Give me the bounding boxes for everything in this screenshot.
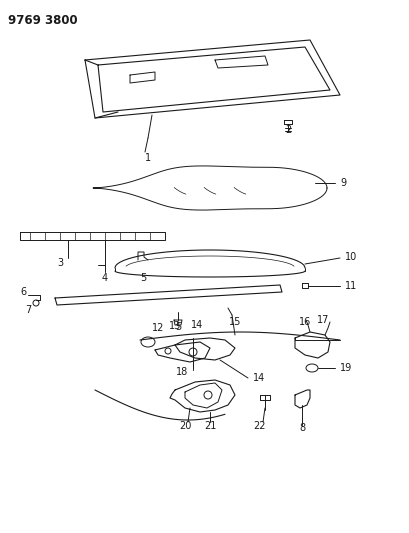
Text: 18: 18 — [175, 367, 188, 377]
Text: 14: 14 — [191, 320, 202, 330]
Text: 7: 7 — [25, 305, 31, 315]
Text: 11: 11 — [344, 281, 356, 291]
Text: 13: 13 — [169, 321, 181, 331]
Text: 10: 10 — [344, 252, 356, 262]
Text: 14: 14 — [252, 373, 265, 383]
Text: 5: 5 — [139, 273, 146, 283]
Text: 4: 4 — [102, 273, 108, 283]
Text: 8: 8 — [298, 423, 304, 433]
Text: 22: 22 — [253, 421, 265, 431]
Text: 20: 20 — [178, 421, 191, 431]
Text: 16: 16 — [298, 317, 310, 327]
Text: 3: 3 — [57, 258, 63, 268]
Text: 19: 19 — [339, 363, 351, 373]
Text: 9: 9 — [339, 178, 345, 188]
Text: 2: 2 — [284, 125, 290, 135]
Text: 15: 15 — [228, 317, 240, 327]
Text: 17: 17 — [316, 315, 328, 325]
Text: 5: 5 — [175, 322, 181, 332]
Text: 6: 6 — [20, 287, 26, 297]
Text: 21: 21 — [203, 421, 216, 431]
Text: 12: 12 — [151, 323, 164, 333]
Text: 9769 3800: 9769 3800 — [8, 14, 77, 27]
Text: 1: 1 — [145, 153, 151, 163]
